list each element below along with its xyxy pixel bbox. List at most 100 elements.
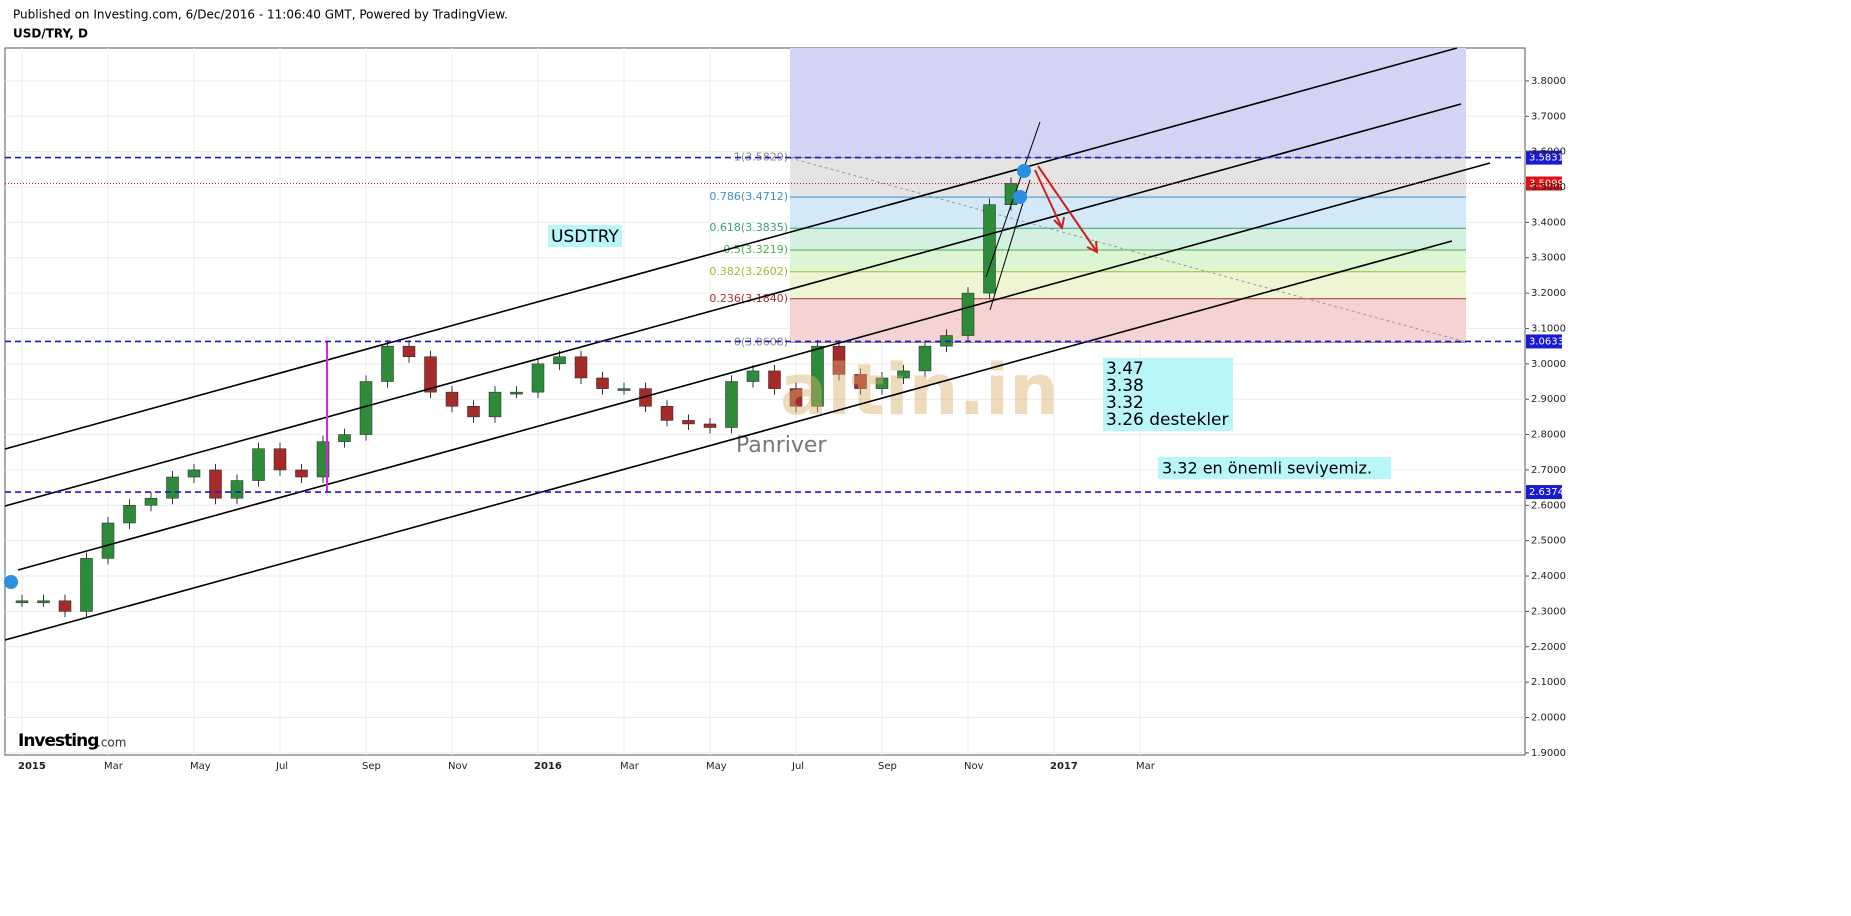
- y-tick-label: 3.6000: [1531, 147, 1566, 158]
- logo-suffix: .com: [97, 736, 126, 750]
- support-text: 3.47: [1106, 359, 1144, 379]
- y-tick-label: 3.7000: [1531, 111, 1566, 122]
- candle: [101, 522, 115, 559]
- x-tick-label: Sep: [878, 761, 897, 772]
- candle: [596, 377, 609, 389]
- published: Published on Investing.com, 6/Dec/2016 -…: [13, 8, 508, 22]
- x-tick-label: Sep: [362, 761, 381, 772]
- candle: [983, 204, 996, 294]
- candle: [811, 345, 824, 407]
- y-tick-label: 3.2000: [1531, 288, 1566, 299]
- candle: [252, 448, 265, 481]
- candle: [230, 480, 244, 499]
- candle: [381, 345, 394, 382]
- candle: [80, 558, 93, 612]
- candle: [746, 370, 760, 382]
- y-axis: 1.9000 2.0000 2.1000 2.2000 2.3000 2.4000 2.50…: [1525, 76, 1566, 759]
- support-text: 3.38: [1106, 376, 1144, 396]
- candle: [617, 388, 631, 391]
- candle: [467, 406, 480, 418]
- y-tick-label: 3.5000: [1531, 182, 1566, 193]
- y-tick-label: 2.1000: [1531, 677, 1566, 688]
- candle: [789, 388, 803, 407]
- y-tick-label: 3.4000: [1531, 217, 1566, 228]
- price-tag-label: 3.0633: [1529, 336, 1564, 347]
- candle: [854, 374, 867, 389]
- x-tick-label: Nov: [964, 761, 984, 772]
- x-axis: 2015 Mar May Jul Sep Nov 2016 Mar May Jul Sep Nov 20…: [18, 761, 1156, 772]
- candle: [682, 420, 695, 425]
- y-tick-label: 2.8000: [1531, 430, 1566, 441]
- candle: [768, 370, 781, 389]
- candle: [144, 497, 158, 506]
- fib-label: 0.786(3.4712): [709, 190, 788, 203]
- candle: [875, 377, 889, 389]
- y-tick-label: 3.0000: [1531, 359, 1566, 370]
- x-tick-label: Mar: [1136, 761, 1156, 772]
- candle: [510, 391, 523, 395]
- support-box: [1103, 358, 1233, 431]
- fib-zone: [790, 298, 1466, 343]
- candle: [832, 345, 846, 375]
- candles: [15, 177, 1018, 618]
- title-box: [548, 225, 622, 247]
- price-tag: [1526, 150, 1562, 165]
- x-tick-label: 2017: [1050, 761, 1078, 772]
- y-tick-label: 3.1000: [1531, 323, 1566, 334]
- pivot-markers: [4, 164, 1031, 589]
- x-tick-label: Jul: [275, 761, 288, 772]
- candle: [918, 345, 932, 372]
- price-tag-label: 3.5831: [1529, 153, 1564, 164]
- candle: [725, 381, 738, 428]
- x-tick-label: Jul: [791, 761, 804, 772]
- candle: [273, 448, 287, 471]
- candle: [166, 476, 179, 499]
- x-tick-label: May: [706, 761, 727, 772]
- fib-label: 0.5(3.3219): [723, 243, 788, 256]
- x-tick-label: 2015: [18, 761, 46, 772]
- y-tick-label: 2.2000: [1531, 642, 1566, 653]
- x-tick-label: May: [190, 761, 211, 772]
- candle: [574, 356, 588, 379]
- candle: [123, 505, 136, 524]
- logo: Investing: [18, 731, 98, 751]
- candle: [37, 600, 50, 604]
- x-tick-label: 2016: [534, 761, 562, 772]
- candle: [424, 356, 437, 393]
- candle: [402, 345, 416, 358]
- price-lines: 3.5831 3.5099 3.0633 2.6374: [5, 150, 1564, 500]
- fib-extension: [790, 48, 1466, 158]
- y-tick-label: 3.8000: [1531, 76, 1566, 87]
- support-text: 3.26 destekler: [1106, 410, 1229, 430]
- candle: [531, 363, 545, 393]
- candle: [187, 469, 201, 478]
- y-tick-label: 2.5000: [1531, 536, 1566, 547]
- y-tick-label: 3.3000: [1531, 253, 1566, 264]
- candle: [58, 600, 72, 612]
- fib-zone: [790, 157, 1466, 198]
- trend-dashed: [789, 157, 1467, 343]
- candle: [209, 469, 222, 499]
- price-tag: [1526, 485, 1562, 500]
- candle: [553, 356, 566, 365]
- author: Panriver: [736, 433, 827, 458]
- y-tick-label: 2.7000: [1531, 465, 1566, 476]
- fib-zone: [790, 271, 1466, 299]
- candle: [660, 406, 674, 421]
- fib-zone: [790, 249, 1466, 272]
- y-tick-label: 2.9000: [1531, 394, 1566, 405]
- candle: [703, 423, 717, 428]
- symbol: USD/TRY, D: [13, 27, 88, 41]
- price-tag-label: 3.5099: [1529, 178, 1564, 189]
- price-tag: [1526, 334, 1562, 349]
- y-tick-label: 1.9000: [1531, 748, 1566, 759]
- fib-zone: [790, 228, 1466, 250]
- fib-label: 0.382(3.2602): [709, 265, 788, 278]
- support-text: 3.32: [1106, 393, 1144, 413]
- supports: 3.473.383.323.26 destekler: [1106, 359, 1229, 430]
- candle: [961, 292, 975, 336]
- candle: [897, 370, 910, 379]
- candle: [338, 434, 351, 442]
- x-tick-label: Mar: [620, 761, 640, 772]
